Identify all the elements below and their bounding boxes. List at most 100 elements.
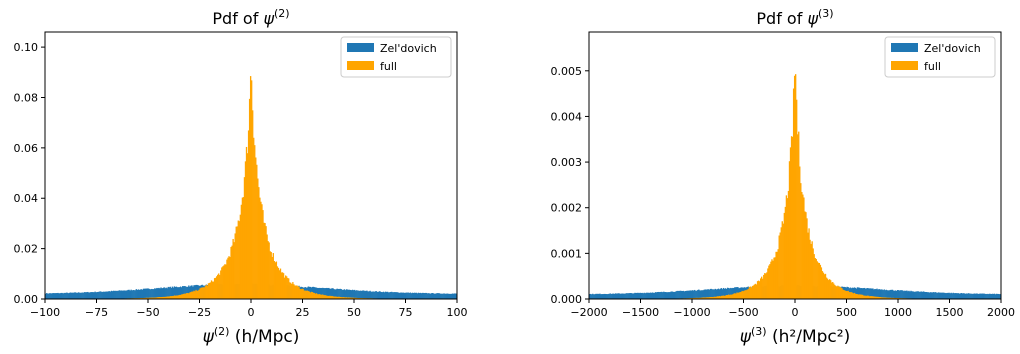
histogram-bar [814,257,816,299]
histogram-bar [690,290,693,299]
histogram-bar [171,286,174,299]
histogram-bar [735,293,737,299]
histogram-bar [933,292,935,299]
histogram-bar [156,297,158,299]
histogram-bar [393,292,395,299]
histogram-bar [225,264,227,299]
histogram-bar [627,293,629,299]
histogram-bar [740,291,742,299]
histogram-bar [58,293,60,299]
histogram-bar [302,288,304,299]
histogram-bar [944,292,946,299]
histogram-bar [651,292,654,299]
legend: Zel'dovich full [340,36,452,78]
histogram-bar [989,293,991,299]
histogram-bar [878,289,880,299]
histogram-bar [953,293,955,299]
histogram-bar [641,292,643,299]
histogram-bar [923,291,926,299]
histogram-bar [668,292,670,299]
histogram-bar [907,291,909,299]
histogram-bar [607,293,609,299]
histogram-bar [326,295,328,299]
histogram-bar [968,293,970,299]
histogram-bar [615,293,618,299]
histogram-bar [877,296,879,299]
histogram-bar [111,291,114,299]
histogram-bar [996,293,999,299]
histogram-bar [99,291,101,299]
histogram-bar [844,290,846,299]
histogram-bar [703,289,705,299]
x-tick-label: −500 [728,306,758,319]
histogram-bar [160,287,162,299]
histogram-bar [712,289,714,299]
x-tick-label: 50 [347,306,361,319]
histogram-bar [290,282,292,299]
histogram-bar [626,293,628,299]
histogram-bar [713,289,715,299]
histogram-bar [856,287,859,299]
histogram-bar [328,287,330,299]
histogram-bar [304,290,306,299]
histogram-bar [251,80,253,299]
histogram-bar [683,291,686,299]
histogram-bar [309,292,312,299]
histogram-bar [417,292,420,299]
histogram-bar [391,291,393,299]
legend-label-zeldovich: Zel'dovich [380,42,437,55]
histogram-bar [857,287,860,299]
histogram-bar [366,290,368,299]
histogram-bar [149,289,151,299]
histogram-bar [644,293,646,299]
histogram-bar [677,290,679,299]
histogram-bar [919,291,921,299]
histogram-bar [345,289,348,299]
histogram-bar [664,292,666,299]
histogram-bar [837,285,839,299]
histogram-bar [980,293,982,299]
histogram-bar [874,296,876,299]
histogram-bar [868,295,870,299]
histogram-bar [109,291,112,299]
histogram-bar [52,293,54,299]
histogram-bar [364,291,366,299]
histogram-bar [798,131,800,299]
histogram-bar [892,297,895,299]
histogram-bar [696,297,698,299]
histogram-bar [676,290,678,299]
histogram-bar [310,291,313,299]
histogram-bar [194,291,196,299]
histogram-bar [702,297,704,299]
histogram-bar [599,293,601,299]
histogram-bar [861,294,864,299]
histogram-bar [249,76,252,299]
histogram-bar [209,282,212,299]
histogram-bar [297,286,299,299]
histogram-bar [695,297,697,299]
histogram-bar [206,285,209,299]
histogram-bar [168,287,170,299]
histogram-bar [701,297,703,299]
histogram-bar [901,290,903,299]
histogram-bar [957,293,960,299]
histogram-bar [339,288,341,299]
histogram-bar [752,285,755,299]
histogram-bar [117,290,119,299]
x-axis-label: ψ(3) (h²/Mpc²) [740,325,850,347]
histogram-bar [733,293,735,299]
histogram-bar [276,266,279,299]
histogram-bar [212,281,215,299]
histogram-bar [757,280,760,299]
histogram-bar [298,286,300,299]
histogram-bar [321,287,323,299]
histogram-bar [858,294,861,299]
histogram-bar [256,164,258,299]
histogram-bar [731,294,733,299]
pdf-psi3-panel: Pdf of ψ(3) −2000 −1500 −1000 −500 0 500 1000 1… [551,7,1016,347]
histogram-bar [692,290,694,299]
histogram-bar [730,294,732,299]
x-tick-label: −75 [85,306,108,319]
histogram-bar [50,293,52,299]
